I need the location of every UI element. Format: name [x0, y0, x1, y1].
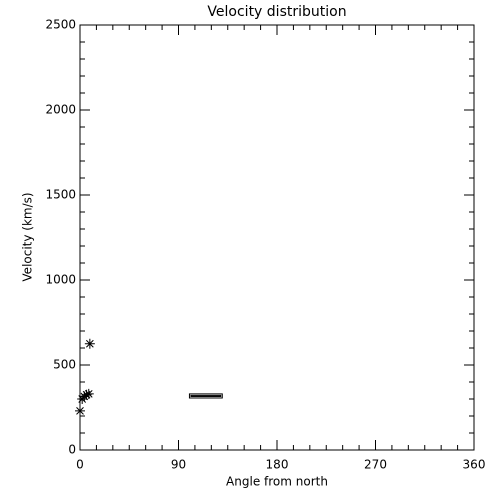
- x-tick-label: 0: [76, 458, 84, 472]
- x-tick-label: 180: [266, 458, 289, 472]
- point: [84, 338, 95, 349]
- x-tick-label: 270: [364, 458, 387, 472]
- point: [75, 405, 85, 416]
- chart-title: Velocity distribution: [207, 4, 346, 20]
- y-tick-label: 1000: [45, 273, 76, 287]
- plot-frame: [79, 24, 475, 451]
- x-tick-label: 90: [171, 458, 186, 472]
- point: [81, 389, 92, 400]
- y-tick-label: 2500: [45, 18, 76, 32]
- x-tick-label: 360: [463, 458, 486, 472]
- range-box-inner: [190, 394, 222, 397]
- y-tick-label: 1500: [45, 188, 76, 202]
- range-box: [188, 393, 223, 399]
- y-tick-label: 2000: [45, 103, 76, 117]
- point: [83, 388, 94, 399]
- x-axis-label: Angle from north: [226, 475, 328, 489]
- y-axis-label: Velocity (km/s): [21, 192, 35, 281]
- y-tick-label: 0: [68, 443, 76, 457]
- y-tick-label: 500: [53, 358, 76, 372]
